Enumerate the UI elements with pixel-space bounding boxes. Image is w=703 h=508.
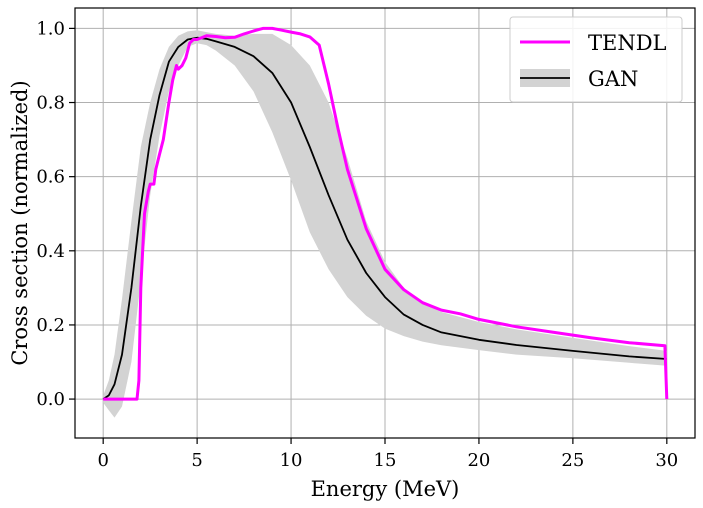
y-tick-label: 1.0 xyxy=(36,18,65,39)
legend: TENDL GAN xyxy=(509,16,683,103)
x-tick-label: 10 xyxy=(280,450,303,471)
x-tick-label: 0 xyxy=(97,450,108,471)
x-tick-label: 20 xyxy=(467,450,490,471)
ticks: 0 5 10 15 20 25 30 0.0 0.2 0.4 0.6 0.8 1.0 xyxy=(36,18,678,471)
y-tick-label: 0.2 xyxy=(36,315,65,336)
x-tick-label: 30 xyxy=(655,450,678,471)
series-lines xyxy=(102,26,669,401)
y-tick-label: 0.4 xyxy=(36,241,65,262)
gan-series-line xyxy=(102,36,667,400)
legend-gan-label: GAN xyxy=(588,67,638,91)
x-axis-label: Energy (MeV) xyxy=(311,477,460,501)
legend-tendl-label: TENDL xyxy=(588,31,667,55)
tendl-series-line xyxy=(103,26,669,401)
y-tick-label: 0.0 xyxy=(36,389,65,410)
y-tick-label: 0.8 xyxy=(36,93,65,114)
y-tick-label: 0.6 xyxy=(36,167,65,188)
x-tick-label: 15 xyxy=(374,450,397,471)
x-tick-label: 25 xyxy=(561,450,584,471)
y-axis-label: Cross section (normalized) xyxy=(8,80,32,365)
x-tick-label: 5 xyxy=(191,450,202,471)
